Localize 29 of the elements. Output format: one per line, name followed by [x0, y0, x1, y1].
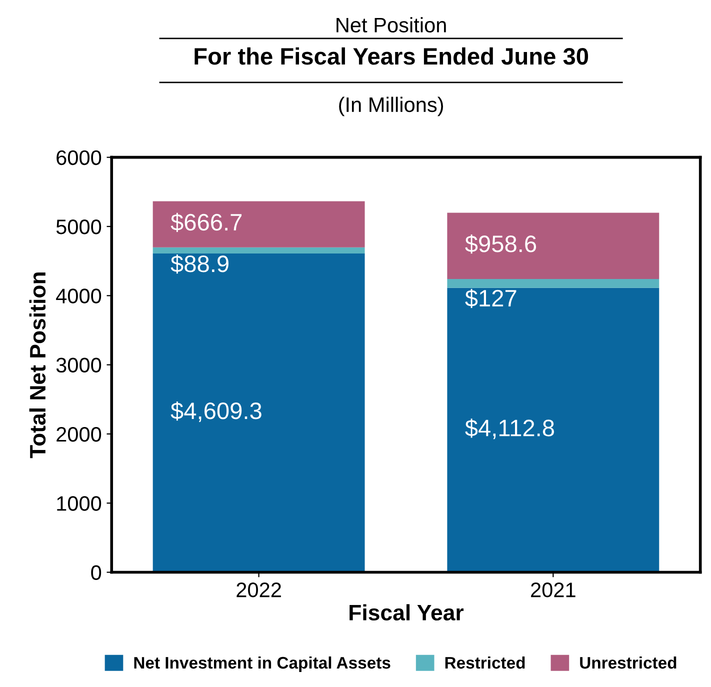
bar [152, 247, 365, 254]
chart-title: Net Position [336, 17, 446, 32]
y-tick-label: 6000 [56, 150, 102, 166]
y-tick-label: 5000 [56, 219, 102, 234]
data-label: $958.6 [465, 234, 536, 254]
bar [152, 254, 365, 572]
y-tick-label: 1000 [57, 496, 102, 511]
bar [447, 279, 660, 288]
x-axis-title: Fiscal Year [350, 604, 464, 621]
legend-label: Unrestricted [580, 656, 676, 669]
data-label: $88.9 [170, 254, 228, 274]
x-tick-label: 2022 [236, 582, 281, 598]
legend-label: Restricted [445, 656, 525, 669]
data-label: $127 [465, 288, 516, 308]
y-tick-label: 3000 [56, 358, 102, 373]
y-tick-label: 2000 [56, 426, 102, 442]
y-axis-title: Total Net Position [29, 272, 46, 458]
bar [152, 201, 365, 248]
data-label: $4,609.3 [170, 402, 262, 422]
y-tick-label: 4000 [56, 288, 102, 304]
data-label: $4,112.8 [465, 418, 554, 440]
y-tick-label: 0 [91, 565, 102, 580]
x-tick-label: 2021 [531, 582, 576, 598]
bar [447, 288, 660, 572]
legend-label: Net Investment in Capital Assets [134, 656, 390, 672]
data-label: $666.7 [170, 212, 242, 232]
bar [447, 212, 660, 280]
chart-subtitle: For the Fiscal Years Ended June 30 [194, 47, 588, 65]
text: (In Millions) [339, 96, 444, 116]
